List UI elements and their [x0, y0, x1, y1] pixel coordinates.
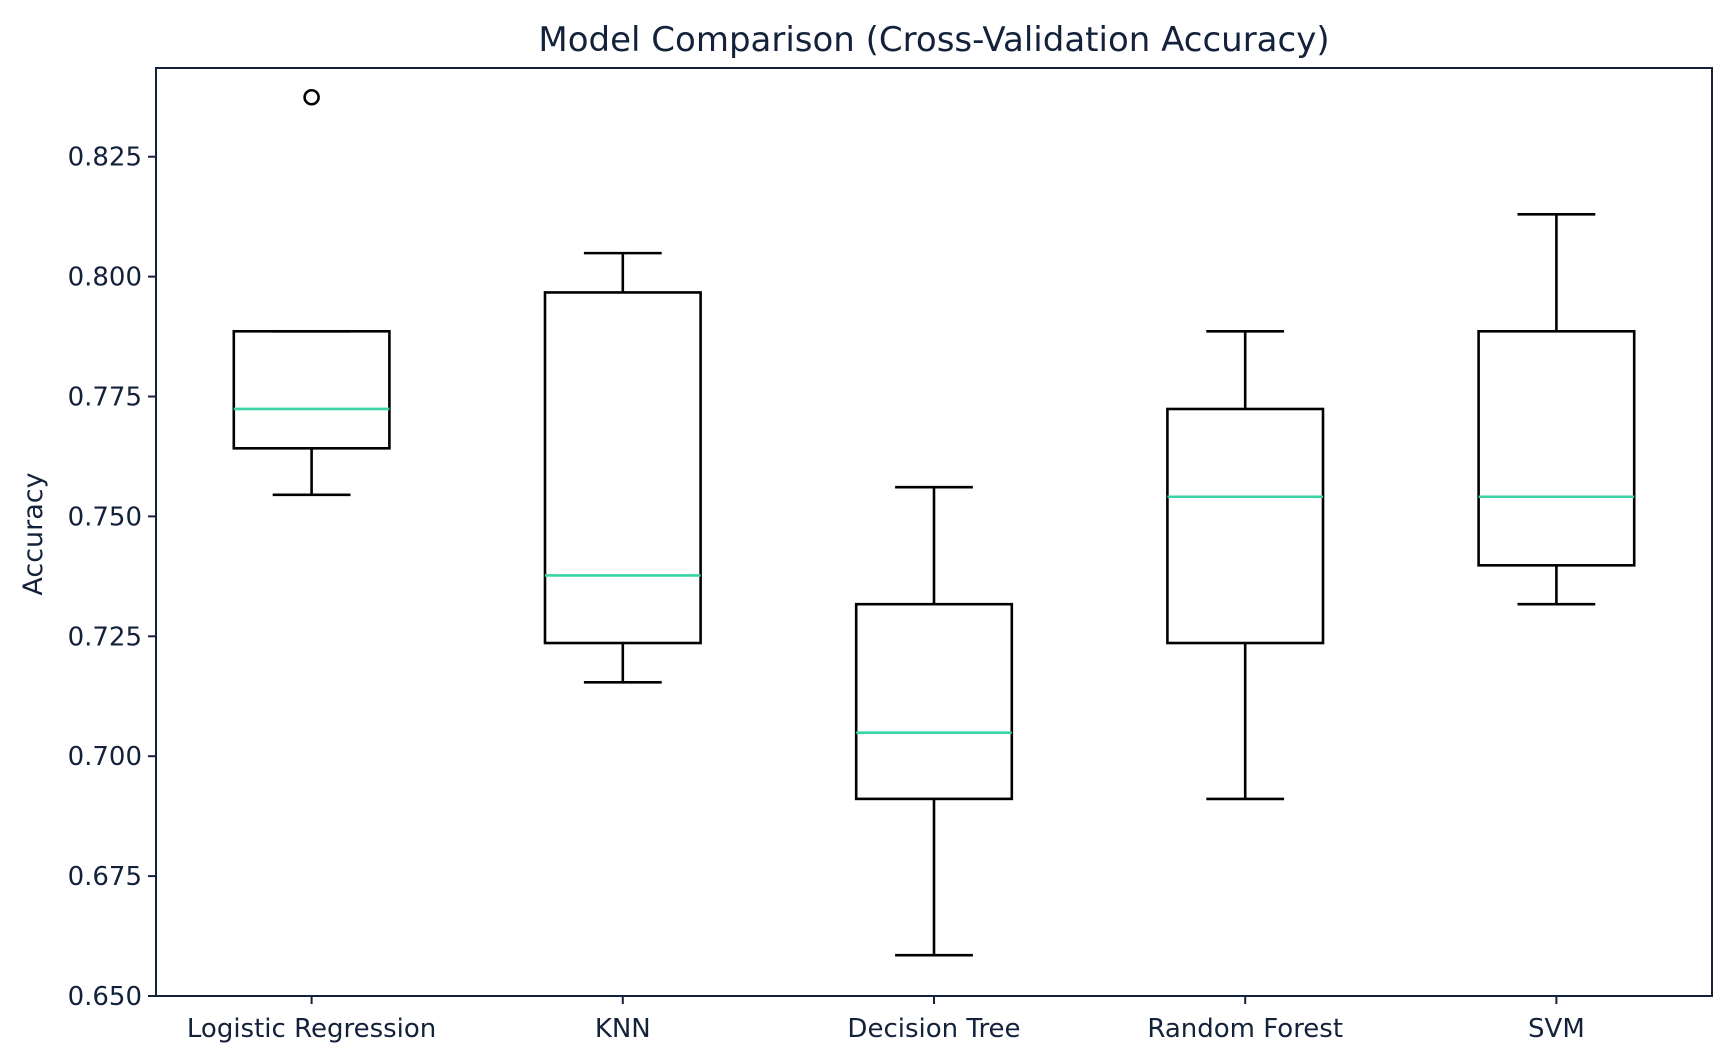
box-knn — [543, 251, 702, 684]
chart-title: Model Comparison (Cross-Validation Accur… — [538, 20, 1329, 60]
y-axis-label: Accuracy — [18, 472, 49, 595]
y-tick-label: 0.825 — [68, 143, 142, 173]
x-axis: Logistic Regression KNN Decision Tree Rando… — [187, 996, 1585, 1044]
x-tick-label: KNN — [595, 1014, 651, 1044]
x-tick-label: Decision Tree — [847, 1014, 1020, 1044]
boxes-group — [232, 88, 1636, 957]
box-decision-tree — [854, 485, 1014, 957]
y-tick-label: 0.725 — [68, 622, 142, 652]
iqr-box — [1477, 329, 1636, 567]
y-tick-label: 0.650 — [68, 982, 142, 1012]
y-tick-label: 0.675 — [68, 862, 142, 892]
outlier-point — [303, 88, 320, 106]
box-logistic-regression — [232, 88, 391, 497]
y-tick-label: 0.775 — [68, 383, 142, 413]
x-tick-label: Logistic Regression — [187, 1014, 436, 1044]
iqr-box — [1166, 407, 1325, 645]
y-tick-label: 0.800 — [68, 263, 142, 293]
y-tick-label: 0.700 — [68, 742, 142, 772]
x-tick-label: Random Forest — [1147, 1014, 1343, 1044]
iqr-box — [543, 291, 702, 645]
box-random-forest — [1166, 329, 1325, 801]
iqr-box — [854, 602, 1014, 801]
box-svm — [1477, 212, 1636, 606]
y-axis: 0.650 0.675 0.700 0.725 0.750 0.775 0.800 0.825 — [68, 143, 156, 1012]
y-tick-label: 0.750 — [68, 502, 142, 532]
x-tick-label: SVM — [1528, 1014, 1585, 1044]
plot-frame — [155, 67, 1713, 997]
iqr-box — [232, 329, 391, 450]
